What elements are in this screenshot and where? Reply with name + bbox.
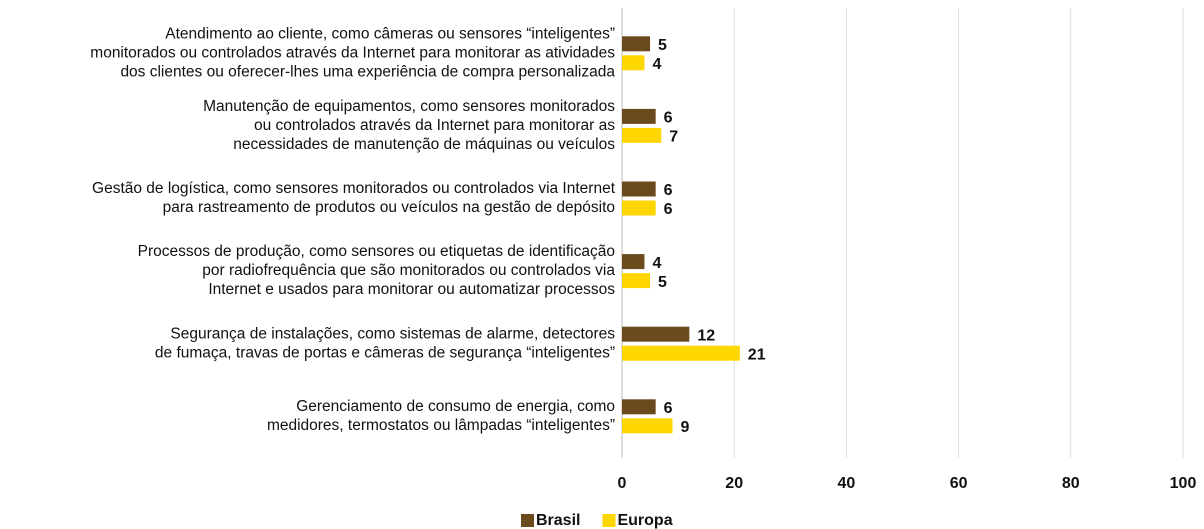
category-label: Internet e usados para monitorar ou auto… <box>208 281 615 298</box>
x-tick-label: 40 <box>838 475 856 492</box>
category-label: por radiofrequência que são monitorados … <box>202 262 615 279</box>
legend-label: Europa <box>617 512 672 529</box>
data-label: 7 <box>669 129 678 146</box>
bar <box>622 36 651 52</box>
category-label: de fumaça, travas de portas e câmeras de… <box>155 344 615 361</box>
category-label: Gerenciamento de consumo de energia, com… <box>296 398 615 415</box>
bar <box>622 418 673 434</box>
category-label: Segurança de instalações, como sistemas … <box>170 325 615 342</box>
bar <box>622 55 645 71</box>
bar <box>622 254 645 270</box>
bar <box>622 127 662 143</box>
category-label: Processos de produção, como sensores ou … <box>138 243 615 260</box>
data-label: 6 <box>664 182 673 199</box>
data-label: 6 <box>664 110 673 127</box>
category-label: necessidades de manutenção de máquinas o… <box>233 136 615 153</box>
category-label: ou controlados através da Internet para … <box>254 117 615 134</box>
bar <box>622 108 656 124</box>
data-label: 5 <box>658 274 667 291</box>
x-tick-label: 100 <box>1170 475 1197 492</box>
data-label: 4 <box>652 255 661 272</box>
x-tick-label: 20 <box>725 475 743 492</box>
category-label: para rastreamento de produtos ou veículo… <box>163 199 615 216</box>
category-label: monitorados ou controlados através da In… <box>90 44 615 61</box>
data-label: 6 <box>664 201 673 218</box>
data-label: 4 <box>652 56 661 73</box>
data-label: 21 <box>748 346 766 363</box>
bar <box>622 345 740 361</box>
x-tick-label: 60 <box>950 475 968 492</box>
category-label: medidores, termostatos ou lâmpadas “inte… <box>267 417 615 434</box>
category-label: dos clientes ou oferecer-lhes uma experi… <box>120 63 615 80</box>
category-label: Atendimento ao cliente, como câmeras ou … <box>165 25 615 42</box>
bar <box>622 200 656 216</box>
data-label: 9 <box>680 419 689 436</box>
x-tick-label: 0 <box>618 475 627 492</box>
category-label: Gestão de logística, como sensores monit… <box>92 180 616 197</box>
data-label: 12 <box>697 327 715 344</box>
legend-label: Brasil <box>536 512 580 529</box>
legend-swatch <box>602 514 616 527</box>
bar <box>622 399 656 415</box>
data-label: 5 <box>658 37 667 54</box>
legend-swatch <box>521 514 534 527</box>
bar <box>622 181 656 197</box>
bar <box>622 273 651 289</box>
x-tick-label: 80 <box>1062 475 1080 492</box>
category-label: Manutenção de equipamentos, como sensore… <box>203 98 615 115</box>
data-label: 6 <box>664 400 673 417</box>
bar <box>622 326 690 342</box>
